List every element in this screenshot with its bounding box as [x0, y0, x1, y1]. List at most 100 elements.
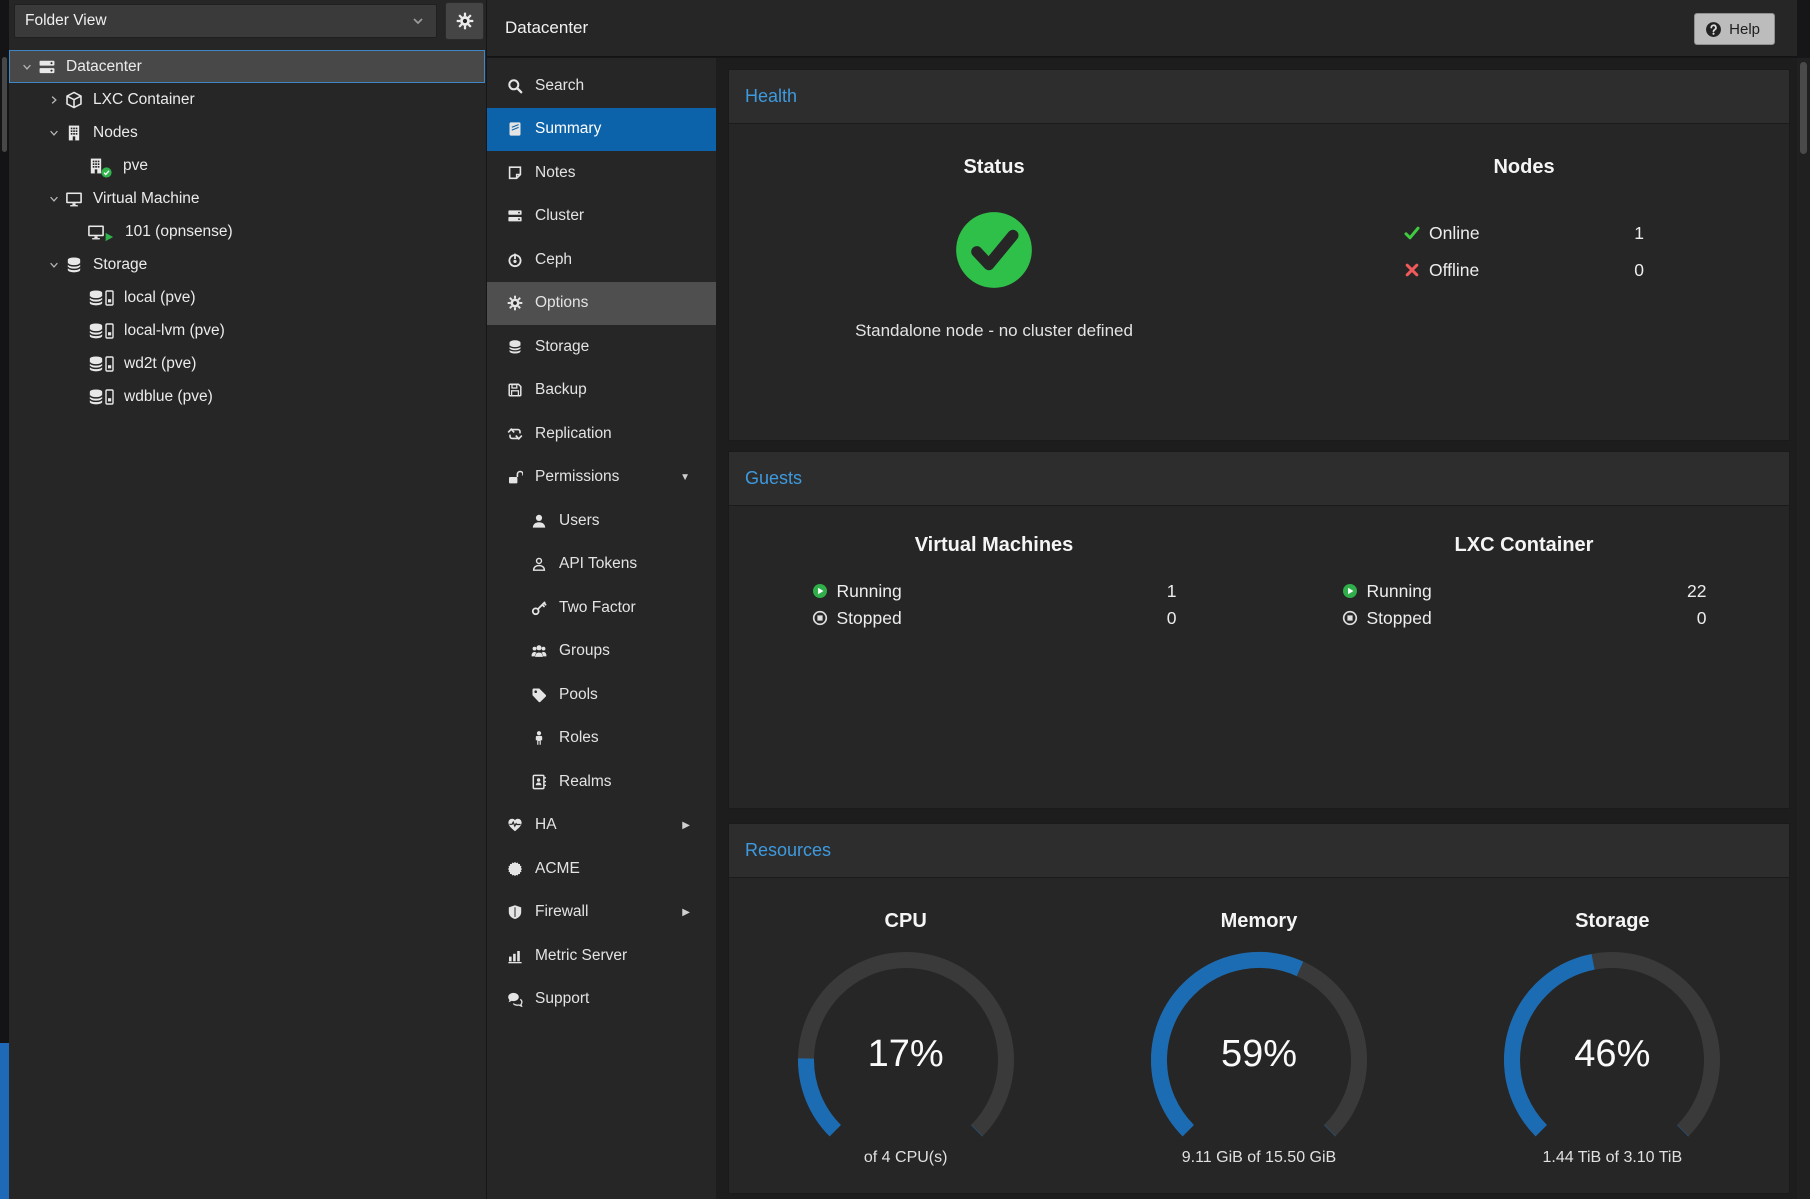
view-selector-dropdown[interactable]: Folder View — [14, 4, 437, 38]
check-icon — [1404, 225, 1420, 241]
comments-icon — [507, 991, 523, 1007]
status-ok-icon — [951, 207, 1037, 293]
lxc-running-row: Running 22 — [1342, 581, 1707, 602]
menu-item-realms[interactable]: Realms — [487, 760, 716, 804]
storage-subtext: 1.44 TiB of 3.10 TiB — [1543, 1149, 1683, 1167]
tree-item-vm-101[interactable]: 101 (opnsense) — [9, 215, 486, 248]
menu-item-roles[interactable]: Roles — [487, 717, 716, 761]
content-header: Datacenter Help — [487, 0, 1797, 57]
storage-percent: 46% — [1497, 1033, 1727, 1076]
help-button[interactable]: Help — [1694, 13, 1775, 45]
datacenter-menu: Search Summary Notes Cluster Ceph Option… — [487, 58, 716, 1199]
memory-percent: 59% — [1144, 1033, 1374, 1076]
memory-heading: Memory — [1221, 910, 1298, 933]
user-outline-icon — [531, 556, 547, 572]
health-panel-title: Health — [729, 70, 1789, 124]
caret-down-icon[interactable] — [18, 58, 36, 76]
tree-item-label: Storage — [93, 256, 147, 274]
scrollbar-thumb[interactable] — [1800, 62, 1807, 154]
tree-item-virtual-machine[interactable]: Virtual Machine — [9, 182, 486, 215]
menu-item-storage[interactable]: Storage — [487, 325, 716, 369]
shield-icon — [507, 904, 523, 920]
menu-item-two-factor[interactable]: Two Factor — [487, 586, 716, 630]
vm-running-row: Running 1 — [812, 581, 1177, 602]
menu-item-replication[interactable]: Replication — [487, 412, 716, 456]
monitor-icon — [65, 190, 83, 208]
menu-item-summary[interactable]: Summary — [487, 108, 716, 152]
tree-item-label: Datacenter — [66, 58, 142, 76]
server-icon — [38, 58, 56, 76]
tree-item-storage-local-lvm[interactable]: local-lvm (pve) — [9, 314, 486, 347]
vm-running-count: 1 — [1167, 581, 1177, 602]
menu-item-groups[interactable]: Groups — [487, 630, 716, 674]
resource-tree-panel: Folder View Datacenter LXC Container — [9, 0, 486, 1199]
cpu-gauge: CPU 17% of 4 CPU(s) — [729, 878, 1082, 1167]
gear-icon — [507, 295, 523, 311]
caret-down-icon[interactable] — [45, 256, 63, 274]
tree-item-nodes[interactable]: Nodes — [9, 116, 486, 149]
menu-item-permissions[interactable]: Permissions▼ — [487, 456, 716, 500]
tree-item-storage[interactable]: Storage — [9, 248, 486, 281]
left-edge-strip — [0, 0, 9, 1199]
caret-right-icon[interactable] — [45, 91, 63, 109]
resources-panel: Resources CPU 17% of 4 CPU(s) Memory — [728, 823, 1790, 1194]
menu-item-users[interactable]: Users — [487, 499, 716, 543]
caret-down-icon[interactable] — [45, 124, 63, 142]
gear-icon — [456, 12, 474, 30]
menu-item-ha[interactable]: HA▶ — [487, 804, 716, 848]
menu-item-metric-server[interactable]: Metric Server — [487, 934, 716, 978]
expand-arrow: ▶ — [682, 907, 690, 918]
menu-item-acme[interactable]: ACME — [487, 847, 716, 891]
floppy-icon — [507, 382, 523, 398]
menu-item-firewall[interactable]: Firewall▶ — [487, 891, 716, 935]
memory-gauge: Memory 59% 9.11 GiB of 15.50 GiB — [1082, 878, 1435, 1167]
user-icon — [531, 513, 547, 529]
offline-label: Offline — [1429, 260, 1479, 281]
stop-circle-icon — [1342, 610, 1358, 626]
menu-item-pools[interactable]: Pools — [487, 673, 716, 717]
guests-panel: Guests Virtual Machines Running 1 Stoppe… — [728, 451, 1790, 809]
nodes-heading: Nodes — [1493, 156, 1554, 179]
tree-item-label: local (pve) — [124, 289, 196, 307]
storage-gauge: Storage 46% 1.44 TiB of 3.10 TiB — [1436, 878, 1789, 1167]
vm-stopped-row: Stopped 0 — [812, 608, 1177, 629]
vertical-scrollbar[interactable] — [1797, 58, 1810, 1199]
offline-count: 0 — [1634, 260, 1644, 281]
summary-content: Health Status Standalone node - no clust… — [716, 58, 1797, 1199]
menu-item-api-tokens[interactable]: API Tokens — [487, 543, 716, 587]
nodes-offline-row: Offline 0 — [1404, 260, 1644, 281]
tree-item-datacenter[interactable]: Datacenter — [9, 50, 485, 83]
menu-item-options[interactable]: Options — [487, 282, 716, 326]
online-label: Online — [1429, 223, 1480, 244]
guests-panel-title: Guests — [729, 452, 1789, 506]
caret-down-icon[interactable] — [45, 190, 63, 208]
server-icon — [507, 208, 523, 224]
menu-item-notes[interactable]: Notes — [487, 151, 716, 195]
menu-item-support[interactable]: Support — [487, 978, 716, 1022]
search-icon — [507, 78, 523, 94]
tree-item-storage-local[interactable]: local (pve) — [9, 281, 486, 314]
tree-item-label: local-lvm (pve) — [124, 322, 225, 340]
certificate-icon — [507, 861, 523, 877]
status-heading: Status — [963, 156, 1024, 179]
key-icon — [531, 600, 547, 616]
tree-item-lxc-container[interactable]: LXC Container — [9, 83, 486, 116]
tree-item-label: wdblue (pve) — [124, 388, 213, 406]
storage-drive-icon — [87, 355, 114, 373]
menu-item-search[interactable]: Search — [487, 64, 716, 108]
left-scrollbar-thumb[interactable] — [2, 57, 7, 152]
chevron-down-icon — [410, 13, 426, 29]
lxc-stopped-count: 0 — [1697, 608, 1707, 629]
menu-item-cluster[interactable]: Cluster — [487, 195, 716, 239]
play-circle-icon — [1342, 583, 1358, 599]
resources-panel-title: Resources — [729, 824, 1789, 878]
tree-item-pve[interactable]: pve — [9, 149, 486, 182]
help-button-label: Help — [1729, 21, 1760, 38]
tree-item-storage-wd2t[interactable]: wd2t (pve) — [9, 347, 486, 380]
tree-item-storage-wdblue[interactable]: wdblue (pve) — [9, 380, 486, 413]
menu-item-backup[interactable]: Backup — [487, 369, 716, 413]
menu-item-ceph[interactable]: Ceph — [487, 238, 716, 282]
cpu-subtext: of 4 CPU(s) — [864, 1149, 948, 1167]
storage-heading: Storage — [1575, 910, 1649, 933]
tree-settings-button[interactable] — [445, 2, 484, 40]
